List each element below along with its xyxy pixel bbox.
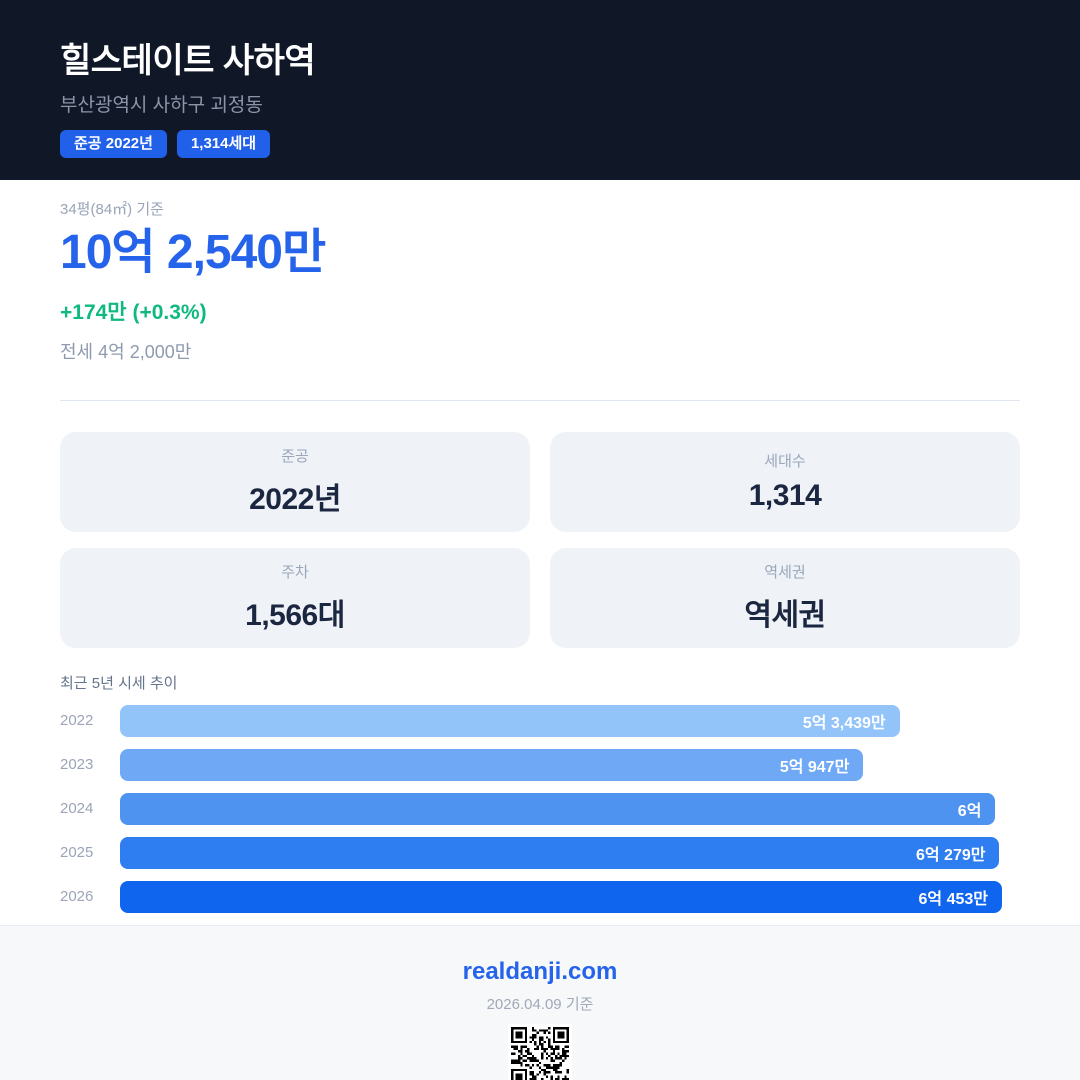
complex-title: 힐스테이트 사하역	[60, 42, 316, 80]
price-basis: 34평(84㎡) 기준	[60, 201, 164, 218]
stat-value: 1,566대	[245, 599, 345, 633]
badge-row: 준공 2022년 1,314세대	[60, 130, 1020, 159]
chart-year-label: 2023	[60, 756, 94, 774]
badge-household-count: 1,314세대	[176, 130, 271, 159]
chart-year-label: 2026	[60, 888, 94, 906]
price-trend-chart: 최근 5년 시세 추이 2022 5억 3,439만 2023 5억 947만 2024…	[60, 672, 1020, 913]
current-price: 10억 2,540만	[60, 226, 326, 279]
footer: realdanji.com 2026.04.09 기준	[0, 924, 1080, 1080]
chart-bar-track: 5억 3,439만	[120, 704, 1020, 737]
stat-card-parking: 주차 1,566대	[60, 547, 530, 648]
stat-card-completion: 준공 2022년	[60, 431, 530, 532]
stat-value: 2022년	[249, 483, 341, 517]
chart-bar-track: 6억 453만	[120, 880, 1020, 913]
header: 힐스테이트 사하역 부산광역시 사하구 괴정동 준공 2022년 1,314세대	[0, 0, 1080, 180]
chart-row: 2024 6억	[60, 792, 1020, 825]
jeonse-price: 전세 4억 2,000만	[60, 341, 192, 362]
stat-label: 준공	[281, 448, 309, 466]
chart-bar: 6억	[120, 792, 996, 825]
chart-bar-track: 6억 279만	[120, 836, 1020, 869]
chart-year-label: 2024	[60, 800, 94, 818]
chart-row: 2025 6억 279만	[60, 836, 1020, 869]
chart-row: 2022 5억 3,439만	[60, 704, 1020, 737]
chart-bar-track: 5억 947만	[120, 748, 1020, 781]
stats-grid: 준공 2022년 세대수 1,314 주차 1,566대 역세권 역세권	[60, 431, 1020, 648]
chart-year-label: 2025	[60, 844, 94, 862]
stat-label: 주차	[281, 564, 309, 582]
chart-bar-track: 6억	[120, 792, 1020, 825]
brand-url: realdanji.com	[462, 957, 618, 985]
main-content: 34평(84㎡) 기준 10억 2,540만 +174만 (+0.3%) 전세 …	[0, 180, 1080, 925]
section-divider	[60, 399, 1020, 401]
chart-title: 최근 5년 시세 추이	[60, 674, 178, 692]
chart-row: 2026 6억 453만	[60, 880, 1020, 913]
chart-bar: 5억 947만	[120, 748, 864, 781]
chart-bar: 5억 3,439만	[120, 704, 900, 737]
price-change: +174만 (+0.3%)	[60, 300, 207, 324]
stat-value: 1,314	[748, 479, 822, 513]
chart-bar: 6억 279만	[120, 836, 1000, 869]
stat-value: 역세권	[744, 599, 826, 633]
chart-year-label: 2022	[60, 712, 94, 730]
chart-rows: 2022 5억 3,439만 2023 5억 947만 2024 6억 2025 6억 279…	[60, 704, 1020, 913]
chart-row: 2023 5억 947만	[60, 748, 1020, 781]
stat-card-households: 세대수 1,314	[550, 431, 1020, 532]
data-date: 2026.04.09 기준	[486, 995, 594, 1013]
complex-address: 부산광역시 사하구 괴정동	[60, 95, 263, 117]
qr-code	[508, 1023, 572, 1080]
badge-completion-year: 준공 2022년	[60, 130, 167, 159]
stat-label: 세대수	[764, 453, 806, 471]
stat-label: 역세권	[764, 564, 806, 582]
chart-bar: 6억 453만	[120, 880, 1002, 913]
stat-card-station-area: 역세권 역세권	[550, 547, 1020, 648]
